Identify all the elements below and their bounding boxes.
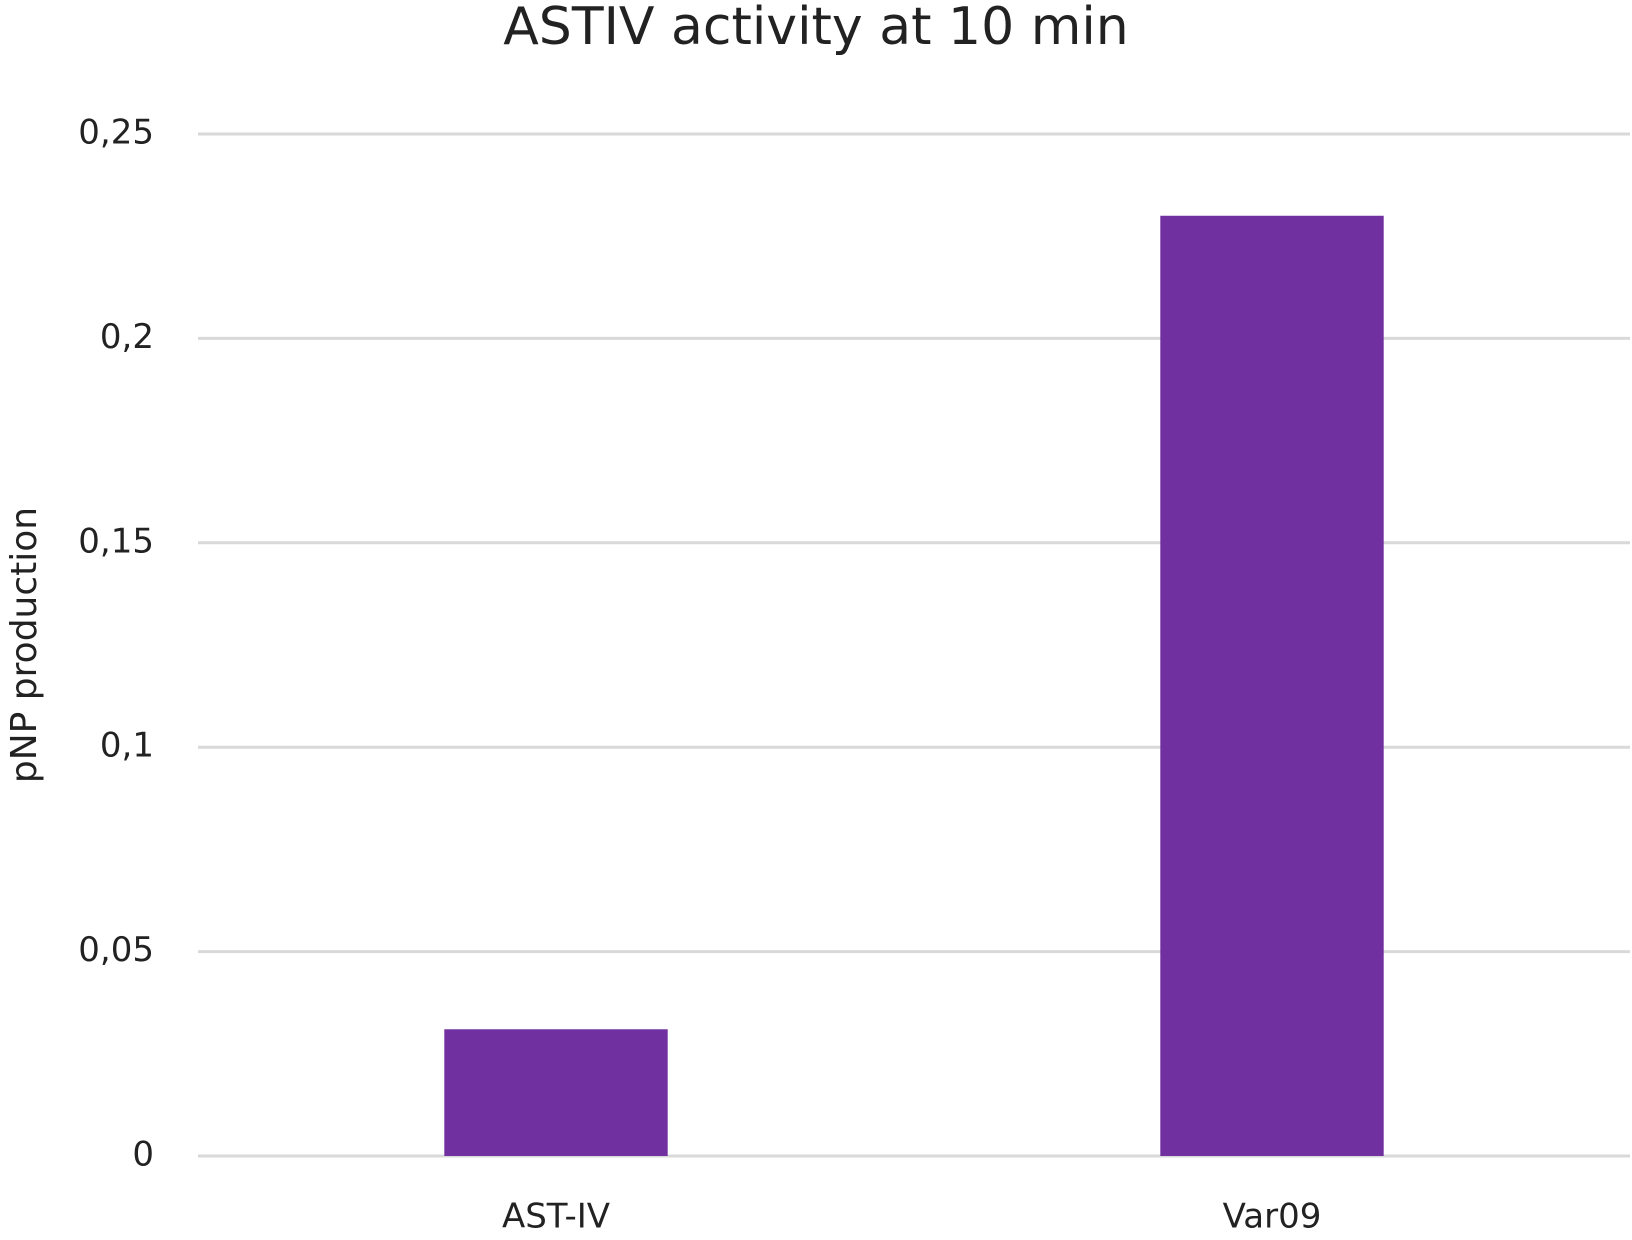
y-tick-label: 0,25 (78, 113, 154, 153)
y-tick-label: 0,2 (100, 317, 154, 357)
y-axis-label: pNP production (4, 507, 45, 783)
y-tick-label: 0 (132, 1135, 154, 1175)
y-tick-label: 0,15 (78, 521, 154, 561)
bar (1160, 215, 1384, 1156)
x-tick-label: AST-IV (502, 1197, 610, 1237)
chart-title: ASTIV activity at 10 min (503, 0, 1129, 57)
x-tick-label: Var09 (1223, 1197, 1322, 1237)
bar (444, 1029, 668, 1156)
y-tick-label: 0,1 (100, 726, 154, 766)
y-tick-label: 0,05 (78, 930, 154, 970)
